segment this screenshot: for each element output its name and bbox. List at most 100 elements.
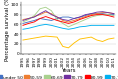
80-99 — [102, 14, 103, 15]
70-79 — [22, 20, 24, 21]
under 50 — [62, 17, 63, 18]
75+ — [22, 40, 24, 41]
75+ — [79, 39, 80, 40]
50-59 — [68, 21, 69, 22]
75+ — [91, 37, 92, 38]
70-74 — [51, 25, 52, 26]
70-79 — [39, 13, 41, 14]
70-74 — [107, 25, 109, 26]
50-59 — [51, 13, 52, 14]
60-69 — [107, 14, 109, 15]
70-79 — [73, 18, 75, 19]
50-59 — [96, 13, 98, 14]
70-79 — [91, 13, 92, 14]
60-69 — [96, 15, 98, 16]
75+ — [34, 38, 35, 39]
60-69 — [45, 7, 46, 8]
80-99 — [28, 23, 29, 24]
60-69 — [73, 24, 75, 25]
Y-axis label: Percentage survival (%): Percentage survival (%) — [4, 0, 10, 61]
70-74 — [96, 25, 98, 26]
under 50 — [39, 18, 41, 19]
80-99 — [113, 17, 115, 18]
80-99 — [62, 21, 63, 22]
70-74 — [113, 25, 115, 26]
50-59 — [22, 19, 24, 20]
X-axis label: Years: Years — [61, 68, 76, 73]
Legend: under 50, 50-59, 60-69, 70-79, 80-99, 70-74, 75+: under 50, 50-59, 60-69, 70-79, 80-99, 70… — [0, 75, 118, 79]
under 50 — [56, 18, 58, 19]
under 50 — [22, 23, 24, 24]
75+ — [39, 37, 41, 38]
50-59 — [91, 14, 92, 15]
80-99 — [56, 20, 58, 21]
80-99 — [73, 21, 75, 22]
60-69 — [39, 8, 41, 9]
60-69 — [34, 15, 35, 16]
70-74 — [39, 25, 41, 26]
50-59 — [102, 12, 103, 13]
50-59 — [79, 18, 80, 19]
80-99 — [39, 18, 41, 19]
60-69 — [56, 19, 58, 20]
80-99 — [22, 25, 24, 26]
under 50 — [28, 21, 29, 22]
under 50 — [45, 19, 46, 20]
70-74 — [91, 25, 92, 26]
75+ — [62, 46, 63, 47]
70-74 — [102, 25, 103, 26]
60-69 — [28, 19, 29, 20]
70-74 — [68, 29, 69, 30]
60-69 — [62, 23, 63, 24]
Line: 75+: 75+ — [23, 36, 114, 48]
80-99 — [96, 14, 98, 15]
under 50 — [79, 17, 80, 18]
70-79 — [107, 12, 109, 13]
70-79 — [113, 13, 115, 14]
80-99 — [107, 15, 109, 16]
under 50 — [107, 14, 109, 15]
50-59 — [73, 20, 75, 21]
Line: under 50: under 50 — [23, 14, 114, 23]
75+ — [28, 39, 29, 40]
Line: 80-99: 80-99 — [23, 15, 114, 25]
70-74 — [85, 26, 86, 27]
70-79 — [34, 17, 35, 18]
60-69 — [68, 26, 69, 27]
50-59 — [45, 12, 46, 13]
under 50 — [51, 20, 52, 21]
70-74 — [22, 29, 24, 30]
under 50 — [85, 15, 86, 16]
70-79 — [102, 11, 103, 12]
70-79 — [62, 19, 63, 20]
70-79 — [96, 12, 98, 13]
under 50 — [68, 17, 69, 18]
70-74 — [62, 28, 63, 29]
60-69 — [22, 21, 24, 22]
70-79 — [79, 17, 80, 18]
70-74 — [45, 24, 46, 25]
Line: 60-69: 60-69 — [23, 7, 114, 27]
80-99 — [91, 15, 92, 16]
under 50 — [113, 14, 115, 15]
under 50 — [34, 20, 35, 21]
50-59 — [34, 16, 35, 17]
75+ — [113, 38, 115, 39]
75+ — [45, 36, 46, 37]
75+ — [56, 37, 58, 38]
70-74 — [73, 28, 75, 29]
75+ — [68, 47, 69, 48]
50-59 — [39, 14, 41, 15]
75+ — [85, 38, 86, 39]
50-59 — [62, 20, 63, 21]
under 50 — [73, 18, 75, 19]
70-79 — [51, 14, 52, 15]
Line: 70-74: 70-74 — [23, 24, 114, 29]
50-59 — [85, 16, 86, 17]
70-74 — [79, 26, 80, 27]
60-69 — [51, 10, 52, 11]
70-79 — [28, 18, 29, 19]
75+ — [51, 36, 52, 37]
70-79 — [45, 10, 46, 11]
80-99 — [34, 21, 35, 22]
